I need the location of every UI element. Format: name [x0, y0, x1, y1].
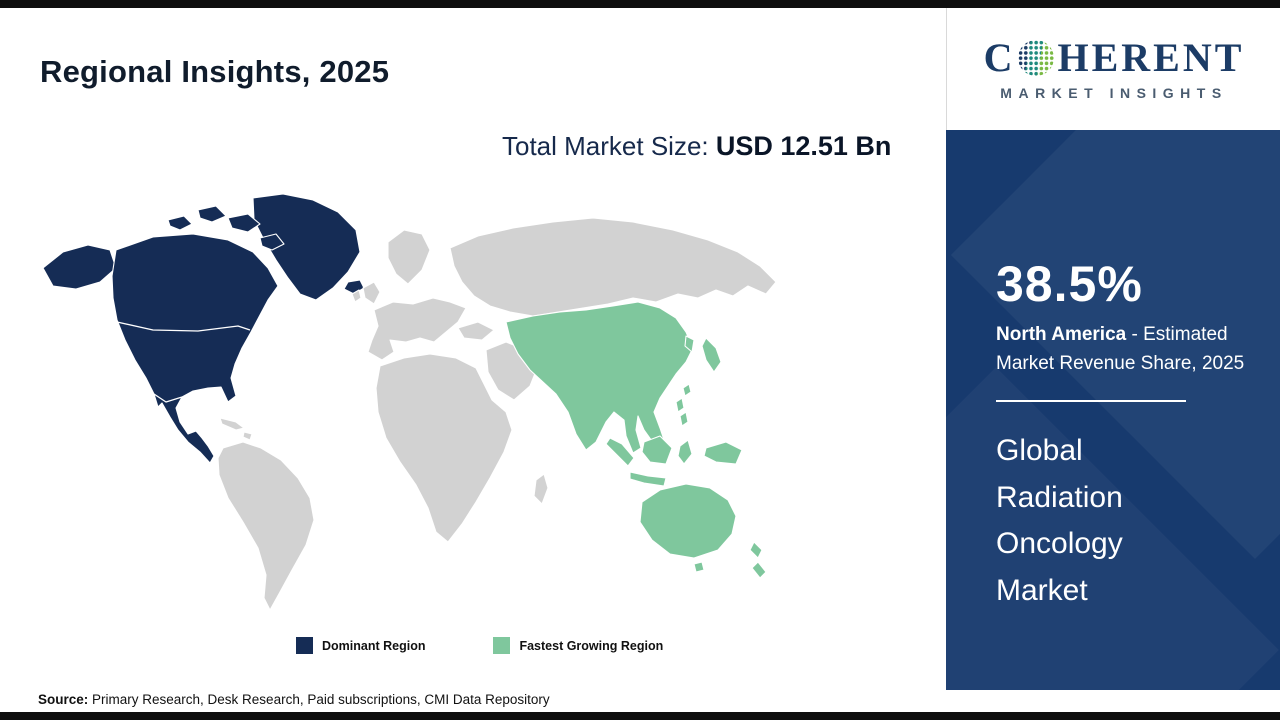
share-region: North America — [996, 324, 1127, 345]
fastest-region-swatch — [493, 637, 511, 654]
total-market-size: Total Market Size: USD 12.51 Bn — [502, 127, 910, 166]
region-north-america — [111, 233, 279, 464]
legend-item-fastest: Fastest Growing Region — [493, 637, 663, 654]
region-japan — [701, 337, 722, 373]
region-africa — [375, 353, 513, 543]
region-british-isles — [351, 281, 381, 305]
region-philippines — [675, 397, 689, 427]
source-line: Source: Primary Research, Desk Research,… — [38, 692, 550, 707]
region-madagascar — [533, 473, 549, 505]
legend-item-dominant: Dominant Region — [296, 637, 425, 654]
logo-letters-herent: HERENT — [1057, 34, 1245, 80]
logo-letter-c: C — [983, 34, 1016, 80]
source-text: Primary Research, Desk Research, Paid su… — [88, 692, 550, 707]
region-taiwan — [682, 383, 692, 397]
source-label: Source: — [38, 692, 89, 707]
region-australia — [639, 483, 737, 573]
country-borders-group — [116, 321, 251, 403]
sidebar-panel: 38.5% North America - Estimated Market R… — [946, 130, 1280, 690]
region-alaska — [42, 244, 117, 290]
region-korea — [684, 335, 695, 353]
sidebar-content: 38.5% North America - Estimated Market R… — [946, 130, 1280, 614]
logo-wordmark: C HERENT — [983, 34, 1245, 80]
region-asia — [505, 301, 694, 454]
region-indonesia — [605, 435, 743, 487]
page-title: Regional Insights, 2025 — [40, 53, 390, 89]
region-iceland — [343, 279, 365, 295]
share-desc-text: - Estimated Market Revenue Share, 2025 — [996, 324, 1245, 374]
dominant-region-swatch — [296, 637, 313, 654]
region-south-america — [217, 441, 315, 611]
total-market-size-value: USD 12.51 Bn — [715, 131, 892, 161]
region-russia — [449, 217, 777, 317]
bottom-bar — [0, 712, 1280, 720]
region-europe — [367, 297, 467, 361]
share-description: North America - Estimated Market Revenue… — [996, 321, 1264, 378]
share-value: 38.5% — [996, 256, 1143, 312]
border-us-mexico — [153, 393, 183, 403]
dominant-region-group — [42, 193, 365, 464]
logo-subtitle: MARKET INSIGHTS — [1000, 84, 1228, 101]
border-us-canada — [116, 321, 251, 332]
fastest-region-label: Fastest Growing Region — [519, 638, 664, 653]
market-name: Global Radiation Oncology Market — [996, 434, 1123, 607]
world-map — [38, 190, 826, 627]
dominant-region-label: Dominant Region — [322, 638, 426, 653]
region-caribbean — [219, 417, 253, 441]
total-market-size-label: Total Market Size: — [502, 131, 716, 161]
logo: C HERENT MARKET INSIGHTS — [946, 8, 1280, 130]
region-canada-arctic-islands — [167, 205, 285, 251]
top-bar — [0, 0, 1280, 8]
region-new-zealand — [749, 541, 767, 579]
divider — [996, 400, 1186, 402]
region-scandinavia — [387, 229, 431, 285]
legend: Dominant Region Fastest Growing Region — [296, 637, 663, 654]
globe-icon — [1018, 39, 1055, 76]
fastest-growing-region-group — [505, 301, 767, 579]
